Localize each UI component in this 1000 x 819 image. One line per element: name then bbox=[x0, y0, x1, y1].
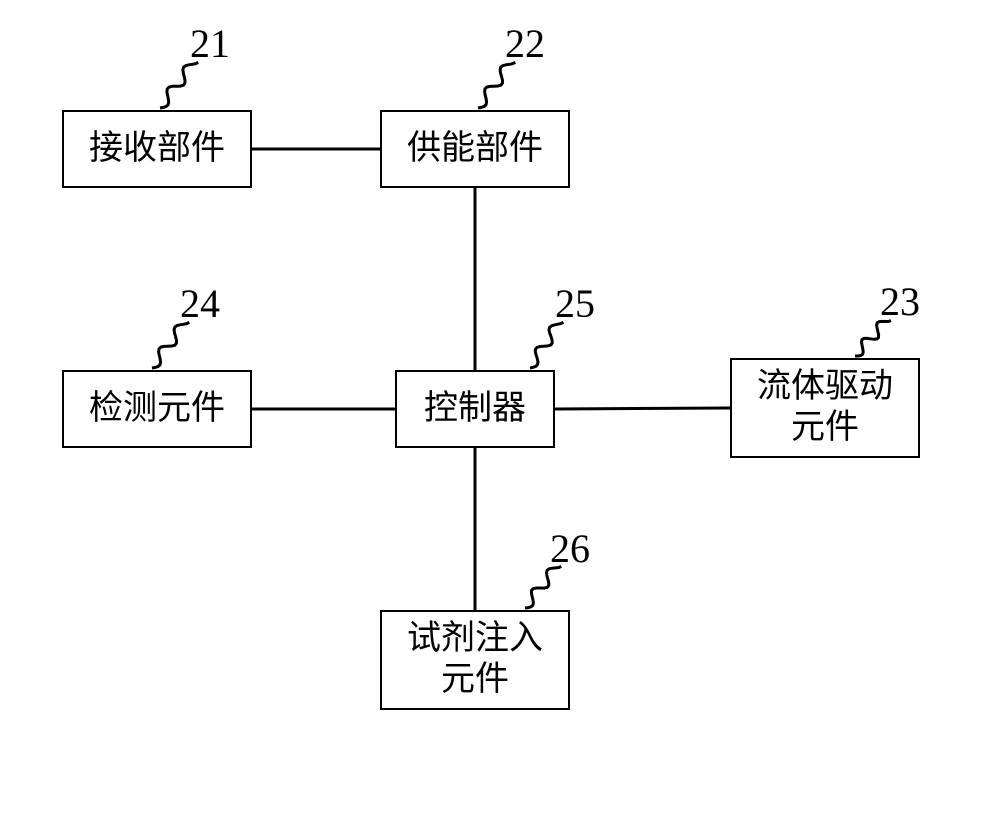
ref-leader bbox=[525, 566, 561, 608]
ref-25: 25 bbox=[555, 280, 595, 327]
node-label: 供能部件 bbox=[407, 129, 543, 170]
ref-22: 22 bbox=[505, 20, 545, 67]
node-power-supply-component: 供能部件 bbox=[380, 110, 570, 188]
node-label: 接收部件 bbox=[89, 129, 225, 170]
node-detection-element: 检测元件 bbox=[62, 370, 252, 448]
ref-leader bbox=[152, 322, 189, 368]
node-label: 控制器 bbox=[424, 389, 526, 430]
edge bbox=[555, 408, 730, 409]
node-label: 试剂注入 元件 bbox=[407, 619, 543, 701]
ref-leader bbox=[478, 62, 515, 108]
ref-26: 26 bbox=[550, 525, 590, 572]
ref-leader bbox=[530, 322, 563, 368]
node-label: 检测元件 bbox=[89, 389, 225, 430]
ref-leader bbox=[160, 62, 198, 108]
node-controller: 控制器 bbox=[395, 370, 555, 448]
ref-21: 21 bbox=[190, 20, 230, 67]
diagram-stage: 接收部件 21 供能部件 22 检测元件 24 控制器 25 流体驱动 元件 2… bbox=[0, 0, 1000, 819]
node-fluid-drive-element: 流体驱动 元件 bbox=[730, 358, 920, 458]
node-label: 流体驱动 元件 bbox=[757, 367, 893, 449]
ref-24: 24 bbox=[180, 280, 220, 327]
node-receiving-component: 接收部件 bbox=[62, 110, 252, 188]
ref-leader bbox=[855, 321, 891, 356]
ref-23: 23 bbox=[880, 278, 920, 325]
node-reagent-injection-element: 试剂注入 元件 bbox=[380, 610, 570, 710]
